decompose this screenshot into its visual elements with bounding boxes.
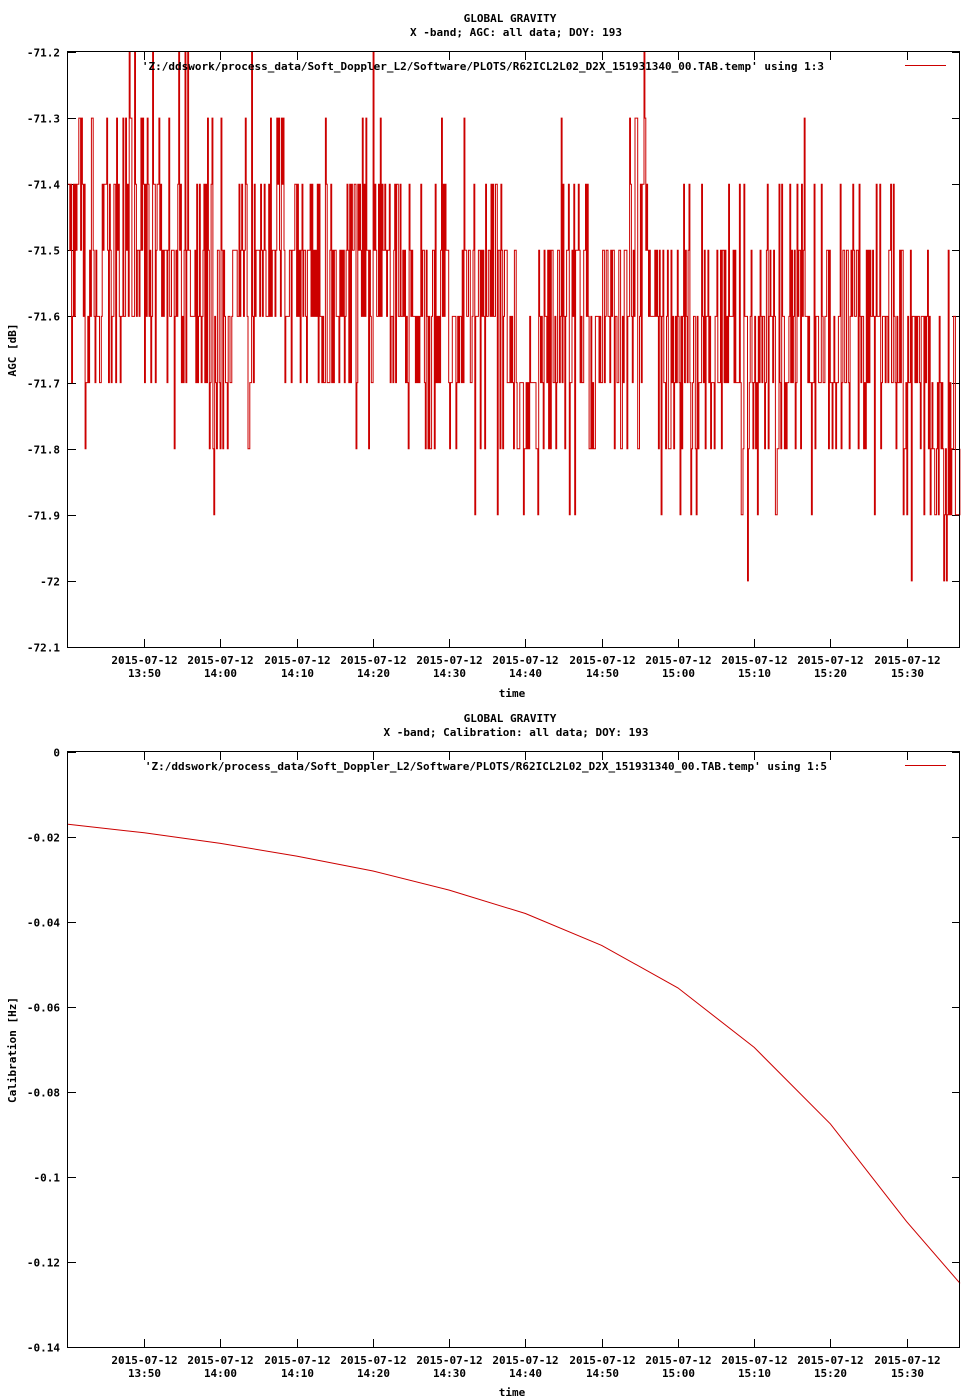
agc-legend-label: 'Z:/ddswork/process_data/Soft_Doppler_L2…	[142, 60, 824, 73]
x-tick-time-label: 15:00	[662, 667, 695, 680]
agc-panel: GLOBAL GRAVITY X -band; AGC: all data; D…	[6, 12, 961, 700]
x-tick-time-label: 13:50	[128, 667, 161, 680]
x-tick-date-label: 2015-07-12	[721, 1354, 787, 1367]
x-tick-date-label: 2015-07-12	[340, 654, 406, 667]
x-tick-date-label: 2015-07-12	[874, 1354, 940, 1367]
x-tick-time-label: 14:50	[586, 667, 619, 680]
x-tick-date-label: 2015-07-12	[264, 654, 330, 667]
y-tick-label: -71.7	[27, 378, 60, 391]
x-tick-date-label: 2015-07-12	[721, 654, 787, 667]
x-tick-date-label: 2015-07-12	[111, 654, 177, 667]
x-tick-time-label: 15:10	[738, 1367, 771, 1380]
y-tick-label: -72.1	[27, 642, 60, 655]
x-tick-time-label: 14:20	[357, 1367, 390, 1380]
y-tick-label: -71.6	[27, 311, 60, 324]
y-tick-label: -71.3	[27, 113, 60, 126]
x-tick-date-label: 2015-07-12	[569, 1354, 635, 1367]
x-tick-date-label: 2015-07-12	[569, 654, 635, 667]
y-tick-label: -0.02	[27, 832, 60, 845]
y-tick-label: -0.08	[27, 1087, 60, 1100]
x-tick-date-label: 2015-07-12	[187, 1354, 253, 1367]
x-tick-date-label: 2015-07-12	[645, 654, 711, 667]
calibration-plot-frame	[67, 751, 960, 1348]
x-tick-time-label: 15:30	[891, 667, 924, 680]
x-tick-time-label: 14:10	[281, 1367, 314, 1380]
x-tick-date-label: 2015-07-12	[797, 654, 863, 667]
agc-axes: -71.2 -71.3 -71.4 -71.5 -71.6 -71.7 -71.8 -71.9…	[27, 47, 960, 680]
calibration-x-axis-label: time	[499, 1386, 526, 1399]
agc-series-line	[68, 51, 961, 582]
y-tick-label: -0.12	[27, 1257, 60, 1270]
x-tick-date-label: 2015-07-12	[111, 1354, 177, 1367]
agc-x-axis-label: time	[499, 687, 526, 700]
y-tick-label: -71.5	[27, 245, 60, 258]
x-tick-date-label: 2015-07-12	[645, 1354, 711, 1367]
x-tick-time-label: 15:00	[662, 1367, 695, 1380]
calibration-chart-title: GLOBAL GRAVITY	[464, 712, 557, 725]
x-tick-time-label: 15:10	[738, 667, 771, 680]
x-tick-time-label: 15:30	[891, 1367, 924, 1380]
y-tick-label: 0	[53, 747, 60, 760]
x-tick-time-label: 15:20	[814, 667, 847, 680]
y-tick-label: -71.4	[27, 179, 60, 192]
x-tick-time-label: 14:30	[433, 1367, 466, 1380]
x-tick-time-label: 15:20	[814, 1367, 847, 1380]
calibration-legend-label: 'Z:/ddswork/process_data/Soft_Doppler_L2…	[145, 760, 827, 773]
y-tick-label: -72	[40, 576, 60, 589]
calibration-axes: 0 -0.02 -0.04 -0.06 -0.08 -0.1 -0.12 -0.14 2015-…	[27, 747, 960, 1380]
x-tick-date-label: 2015-07-12	[340, 1354, 406, 1367]
agc-chart-title: GLOBAL GRAVITY	[464, 12, 557, 25]
agc-chart-subtitle: X -band; AGC: all data; DOY: 193	[410, 26, 622, 39]
x-tick-date-label: 2015-07-12	[874, 654, 940, 667]
x-tick-date-label: 2015-07-12	[492, 1354, 558, 1367]
x-tick-time-label: 13:50	[128, 1367, 161, 1380]
x-tick-date-label: 2015-07-12	[797, 1354, 863, 1367]
y-tick-label: -0.14	[27, 1342, 60, 1355]
x-tick-time-label: 14:50	[586, 1367, 619, 1380]
y-tick-label: -71.9	[27, 510, 60, 523]
x-tick-date-label: 2015-07-12	[187, 654, 253, 667]
calibration-panel: GLOBAL GRAVITY X -band; Calibration: all…	[6, 712, 961, 1399]
calibration-series-line	[67, 823, 961, 1284]
x-tick-time-label: 14:00	[204, 1367, 237, 1380]
calibration-chart-subtitle: X -band; Calibration: all data; DOY: 193	[384, 726, 649, 739]
x-tick-time-label: 14:40	[509, 667, 542, 680]
x-tick-time-label: 14:00	[204, 667, 237, 680]
x-tick-time-label: 14:10	[281, 667, 314, 680]
x-tick-time-label: 14:30	[433, 667, 466, 680]
x-tick-date-label: 2015-07-12	[264, 1354, 330, 1367]
x-tick-date-label: 2015-07-12	[492, 654, 558, 667]
y-tick-label: -0.1	[34, 1172, 61, 1185]
x-tick-date-label: 2015-07-12	[416, 1354, 482, 1367]
x-tick-time-label: 14:20	[357, 667, 390, 680]
x-tick-time-label: 14:40	[509, 1367, 542, 1380]
y-tick-label: -0.06	[27, 1002, 60, 1015]
y-tick-label: -0.04	[27, 917, 60, 930]
x-tick-date-label: 2015-07-12	[416, 654, 482, 667]
y-tick-label: -71.8	[27, 444, 60, 457]
agc-y-axis-label: AGC [dB]	[6, 324, 19, 377]
agc-plot-frame	[67, 51, 960, 648]
y-tick-label: -71.2	[27, 47, 60, 60]
calibration-y-axis-label: Calibration [Hz]	[6, 997, 19, 1103]
